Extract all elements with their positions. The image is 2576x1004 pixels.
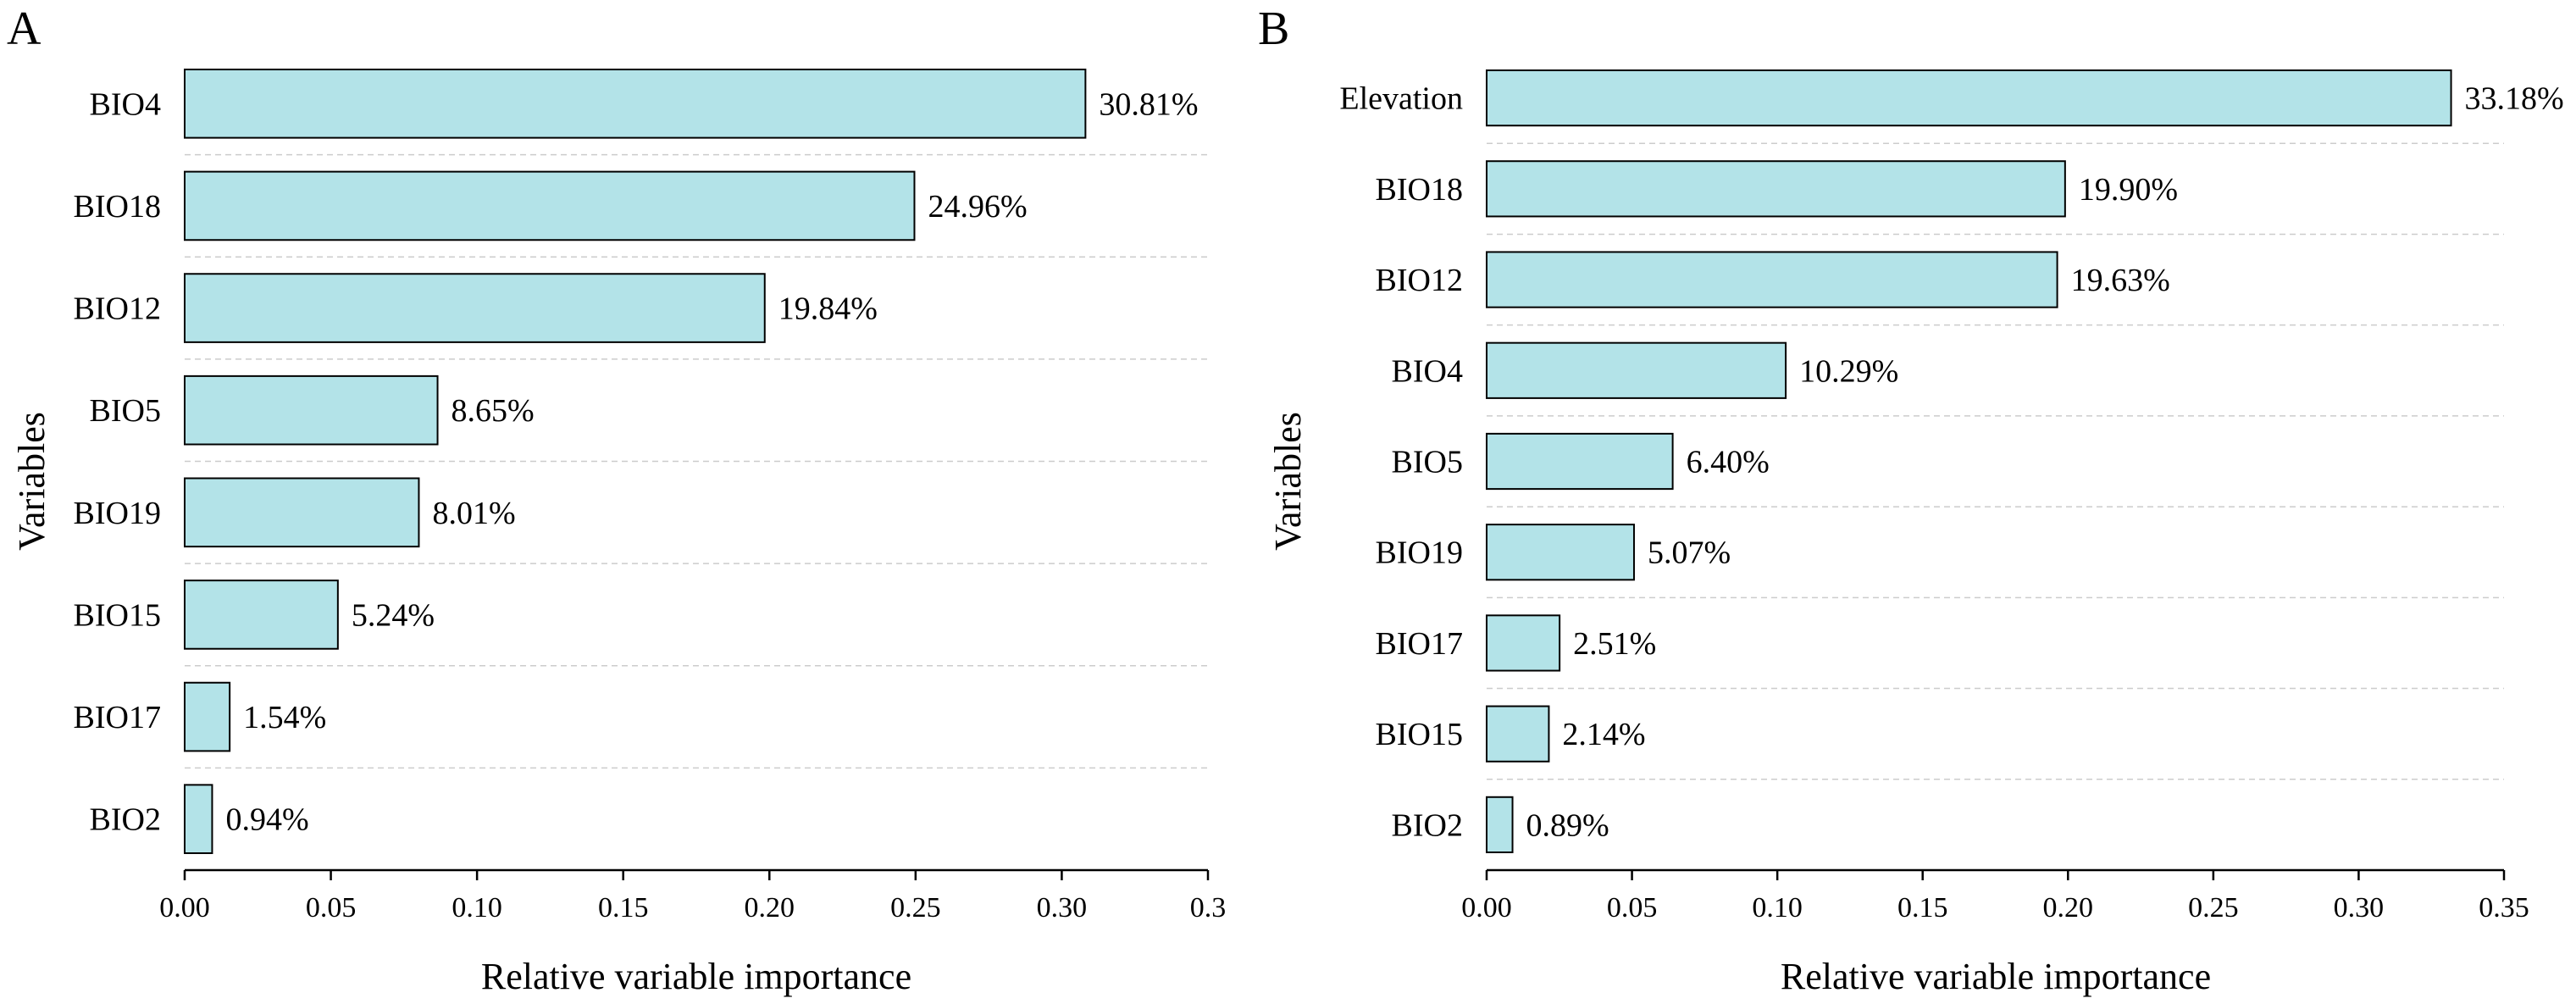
data-label: 10.29%	[1799, 353, 1898, 389]
data-label: 2.14%	[1562, 717, 1645, 752]
bar-bio15	[184, 580, 339, 650]
x-axis-title: Relative variable importance	[1781, 956, 2211, 997]
data-label: 5.24%	[352, 597, 435, 633]
x-tick-label: 0.3	[1190, 892, 1227, 924]
category-label: BIO17	[74, 700, 161, 735]
bar-bio12	[1486, 251, 2058, 308]
bar-bio2	[1486, 796, 1514, 853]
category-label: BIO2	[90, 802, 161, 838]
bar-bio19	[1486, 524, 1635, 581]
x-tick-label: 0.00	[159, 892, 210, 924]
bar-elevation	[1486, 69, 2452, 127]
x-tick-label: 0.05	[306, 892, 357, 924]
bar-bio18	[184, 170, 916, 241]
data-label: 8.65%	[451, 393, 535, 429]
x-tick-label: 0.30	[2334, 892, 2385, 924]
panel-b: B Variables Relative variable importance…	[1258, 3, 2564, 997]
data-label: 33.18%	[2465, 81, 2564, 117]
category-label: BIO5	[90, 393, 161, 429]
data-label: 24.96%	[928, 189, 1027, 225]
bar-bio12	[184, 273, 766, 343]
y-axis-title: Variables	[11, 412, 53, 551]
category-label: Elevation	[1339, 81, 1463, 117]
category-label: BIO15	[1376, 717, 1463, 752]
bar-bio4	[1486, 341, 1787, 399]
x-tick-label: 0.10	[451, 892, 502, 924]
bar-bio5	[1486, 432, 1674, 491]
x-tick-label: 0.25	[890, 892, 941, 924]
x-tick-label: 0.30	[1037, 892, 1088, 924]
data-label: 0.94%	[225, 802, 308, 838]
x-tick-label: 0.20	[745, 892, 795, 924]
bar-bio15	[1486, 705, 1550, 763]
data-label: 30.81%	[1099, 86, 1198, 122]
x-tick-label: 0.20	[2043, 892, 2094, 924]
category-label: BIO12	[74, 291, 161, 327]
bar-bio17	[1486, 614, 1561, 672]
bar-bio5	[184, 374, 439, 446]
panel-a: A Variables Relative variable importance…	[7, 3, 1226, 997]
category-label: BIO5	[1392, 445, 1463, 480]
category-label: BIO18	[74, 189, 161, 225]
category-label: BIO2	[1392, 807, 1463, 843]
x-tick-label: 0.15	[1897, 892, 1948, 924]
category-label: BIO4	[90, 86, 161, 122]
category-label: BIO12	[1376, 263, 1463, 298]
x-tick-label: 0.35	[2479, 892, 2529, 924]
x-tick-label: 0.00	[1461, 892, 1512, 924]
category-label: BIO15	[74, 597, 161, 633]
bar-bio4	[184, 69, 1087, 139]
x-tick-label: 0.25	[2188, 892, 2239, 924]
data-label: 2.51%	[1573, 626, 1656, 662]
bar-bio18	[1486, 160, 2066, 218]
category-label: BIO4	[1392, 353, 1463, 389]
panel-label: B	[1258, 3, 1289, 55]
y-axis-title: Variables	[1267, 412, 1309, 551]
data-label: 19.90%	[2079, 172, 2178, 208]
data-label: 6.40%	[1687, 445, 1770, 480]
data-label: 0.89%	[1526, 807, 1609, 843]
data-label: 8.01%	[432, 496, 515, 531]
x-tick-label: 0.15	[598, 892, 649, 924]
category-label: BIO19	[74, 496, 161, 531]
data-label: 19.63%	[2071, 263, 2170, 298]
data-label: 5.07%	[1648, 535, 1731, 571]
x-tick-label: 0.10	[1752, 892, 1803, 924]
bar-bio2	[184, 784, 213, 854]
data-label: 1.54%	[243, 700, 326, 735]
category-label: BIO18	[1376, 172, 1463, 208]
x-tick-label: 0.05	[1607, 892, 1658, 924]
bar-bio17	[184, 681, 231, 752]
bar-bio19	[184, 477, 420, 548]
data-label: 19.84%	[778, 291, 878, 327]
category-label: BIO19	[1376, 535, 1463, 571]
x-axis-title: Relative variable importance	[481, 956, 911, 997]
panel-label: A	[7, 3, 42, 55]
category-label: BIO17	[1376, 626, 1463, 662]
